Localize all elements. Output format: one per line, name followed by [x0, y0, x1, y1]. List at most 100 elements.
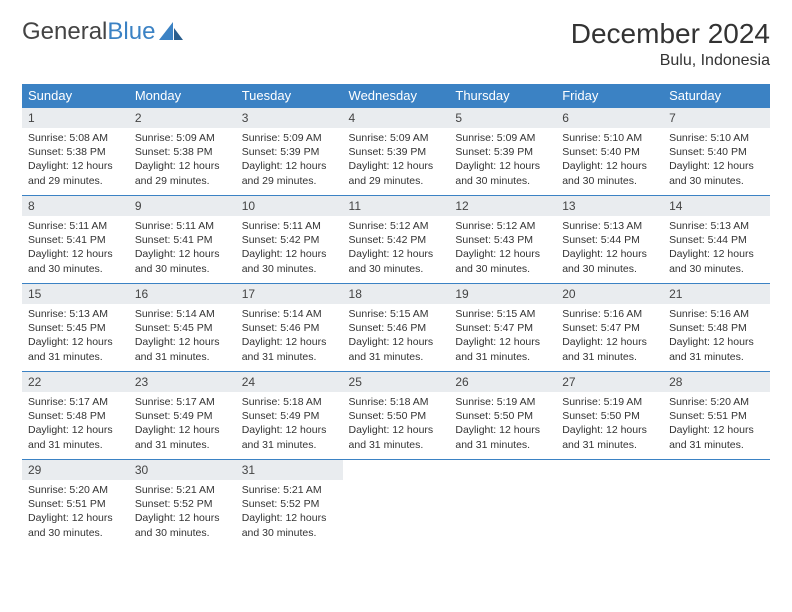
daylight-line: Daylight: 12 hours and 31 minutes. — [242, 424, 327, 450]
day-details: Sunrise: 5:21 AMSunset: 5:52 PMDaylight:… — [236, 480, 343, 546]
calendar-day-cell: 9Sunrise: 5:11 AMSunset: 5:41 PMDaylight… — [129, 196, 236, 284]
brand-logo: GeneralBlue — [22, 18, 185, 46]
calendar-day-cell: 22 Sunrise: 5:17 AM Sunset: 5:48 PM Dayligh… — [22, 372, 129, 460]
day-number: 22 — [22, 372, 129, 392]
daylight-line: Daylight: 12 hours and 29 minutes. — [28, 160, 113, 186]
day-number: 28 — [663, 372, 770, 392]
day-number: 8 — [22, 196, 129, 216]
day-number: 15 — [22, 284, 129, 304]
daylight-line: Daylight: 12 hours and 31 minutes. — [455, 424, 540, 450]
weekday-header: Sunday — [22, 84, 129, 108]
calendar-day-cell: 13Sunrise: 5:13 AMSunset: 5:44 PMDayligh… — [556, 196, 663, 284]
daylight-line: Daylight: 12 hours and 30 minutes. — [135, 512, 220, 538]
sunset-line: Sunset: 5:51 PM — [28, 498, 106, 510]
daylight-line: Daylight: 12 hours and 30 minutes. — [455, 248, 540, 274]
day-details: Sunrise: 5:09 AMSunset: 5:38 PMDaylight:… — [129, 128, 236, 194]
day-details: Sunrise: 5:10 AMSunset: 5:40 PMDaylight:… — [663, 128, 770, 194]
daylight-line: Daylight: 12 hours and 31 minutes. — [135, 336, 220, 362]
day-details: Sunrise: 5:11 AMSunset: 5:41 PMDaylight:… — [129, 216, 236, 282]
sunset-line: Sunset: 5:48 PM — [28, 410, 106, 422]
calendar-day-cell: 18Sunrise: 5:15 AMSunset: 5:46 PMDayligh… — [343, 284, 450, 372]
day-number: 12 — [449, 196, 556, 216]
day-number: 20 — [556, 284, 663, 304]
day-number: 10 — [236, 196, 343, 216]
day-details: Sunrise: 5:11 AMSunset: 5:42 PMDaylight:… — [236, 216, 343, 282]
calendar-day-cell: 12Sunrise: 5:12 AMSunset: 5:43 PMDayligh… — [449, 196, 556, 284]
calendar-day-cell: 23Sunrise: 5:17 AMSunset: 5:49 PMDayligh… — [129, 372, 236, 460]
calendar-day-cell: 11Sunrise: 5:12 AMSunset: 5:42 PMDayligh… — [343, 196, 450, 284]
weekday-header: Tuesday — [236, 84, 343, 108]
sunrise-line: Sunrise: 5:16 AM — [562, 308, 642, 320]
sunset-line: Sunset: 5:49 PM — [242, 410, 320, 422]
calendar-day-cell: .. — [663, 460, 770, 548]
sunset-line: Sunset: 5:50 PM — [455, 410, 533, 422]
day-number: 4 — [343, 108, 450, 128]
daylight-line: Daylight: 12 hours and 30 minutes. — [28, 512, 113, 538]
location: Bulu, Indonesia — [571, 52, 770, 70]
brand-word-1: General — [22, 18, 107, 46]
calendar-day-cell: 7Sunrise: 5:10 AMSunset: 5:40 PMDaylight… — [663, 108, 770, 196]
sunset-line: Sunset: 5:49 PM — [135, 410, 213, 422]
sunrise-line: Sunrise: 5:11 AM — [242, 220, 321, 232]
sunset-line: Sunset: 5:52 PM — [135, 498, 213, 510]
sunset-line: Sunset: 5:47 PM — [562, 322, 640, 334]
day-details: Sunrise: 5:20 AMSunset: 5:51 PMDaylight:… — [663, 392, 770, 458]
day-number: 5 — [449, 108, 556, 128]
sunrise-line: Sunrise: 5:10 AM — [562, 132, 642, 144]
calendar-day-cell: 3Sunrise: 5:09 AMSunset: 5:39 PMDaylight… — [236, 108, 343, 196]
daylight-line: Daylight: 12 hours and 31 minutes. — [669, 336, 754, 362]
daylight-line: Daylight: 12 hours and 31 minutes. — [349, 424, 434, 450]
day-number: 16 — [129, 284, 236, 304]
day-details: Sunrise: 5:13 AMSunset: 5:44 PMDaylight:… — [556, 216, 663, 282]
sunrise-line: Sunrise: 5:09 AM — [135, 132, 215, 144]
sunset-line: Sunset: 5:47 PM — [455, 322, 533, 334]
day-details: Sunrise: 5:13 AMSunset: 5:44 PMDaylight:… — [663, 216, 770, 282]
sunrise-line: Sunrise: 5:18 AM — [242, 396, 322, 408]
sunset-line: Sunset: 5:50 PM — [349, 410, 427, 422]
calendar-day-cell: 2Sunrise: 5:09 AMSunset: 5:38 PMDaylight… — [129, 108, 236, 196]
daylight-line: Daylight: 12 hours and 30 minutes. — [242, 248, 327, 274]
sunrise-line: Sunrise: 5:15 AM — [455, 308, 535, 320]
day-details: Sunrise: 5:15 AM Sunset: 5:47 PM Daylight:… — [449, 304, 556, 370]
daylight-line: Daylight: 12 hours and 29 minutes. — [349, 160, 434, 186]
daylight-line: Daylight: 12 hours and 31 minutes. — [28, 424, 113, 450]
day-number: 13 — [556, 196, 663, 216]
calendar-day-cell: 10Sunrise: 5:11 AMSunset: 5:42 PMDayligh… — [236, 196, 343, 284]
calendar-week-row: 22 Sunrise: 5:17 AM Sunset: 5:48 PM Dayligh… — [22, 372, 770, 460]
sunrise-line: Sunrise: 5:10 AM — [669, 132, 749, 144]
sunrise-line: Sunrise: 5:19 AM — [455, 396, 535, 408]
daylight-line: Daylight: 12 hours and 30 minutes. — [242, 512, 327, 538]
daylight-line: Daylight: 12 hours and 31 minutes. — [28, 336, 113, 362]
day-number: 24 — [236, 372, 343, 392]
daylight-line: Daylight: 12 hours and 31 minutes. — [562, 424, 647, 450]
day-details: Sunrise: 5:14 AMSunset: 5:45 PMDaylight:… — [129, 304, 236, 370]
day-number: 6 — [556, 108, 663, 128]
day-details: Sunrise: 5:09 AMSunset: 5:39 PMDaylight:… — [236, 128, 343, 194]
calendar-day-cell: 19Sunrise: 5:15 AMSunset: 5:47 PMDayligh… — [449, 284, 556, 372]
calendar-day-cell: 1Sunrise: 5:08 AMSunset: 5:38 PMDaylight… — [22, 108, 129, 196]
day-details: Sunrise: 5:09 AMSunset: 5:39 PMDaylight:… — [343, 128, 450, 194]
sunset-line: Sunset: 5:39 PM — [349, 146, 427, 158]
day-details: Sunrise: 5:21 AMSunset: 5:52 PMDaylight:… — [129, 480, 236, 546]
weekday-header: Monday — [129, 84, 236, 108]
sunset-line: Sunset: 5:43 PM — [455, 234, 533, 246]
daylight-line: Daylight: 12 hours and 30 minutes. — [562, 160, 647, 186]
sunrise-line: Sunrise: 5:19 AM — [562, 396, 642, 408]
calendar-day-cell: .. — [449, 460, 556, 548]
calendar-day-cell: 21Sunrise: 5:16 AMSunset: 5:48 PMDayligh… — [663, 284, 770, 372]
sunset-line: Sunset: 5:44 PM — [562, 234, 640, 246]
day-details: Sunrise: 5:19 AMSunset: 5:50 PMDaylight:… — [556, 392, 663, 458]
sunset-line: Sunset: 5:44 PM — [669, 234, 747, 246]
weekday-header: Saturday — [663, 84, 770, 108]
sunrise-line: Sunrise: 5:12 AM — [349, 220, 429, 232]
daylight-line: Daylight: 12 hours and 30 minutes. — [135, 248, 220, 274]
sunset-line: Sunset: 5:42 PM — [349, 234, 427, 246]
brand-sail-icon — [159, 22, 185, 42]
sunrise-line: Sunrise: 5:17 AM — [28, 396, 108, 408]
day-details: Sunrise: 5:17 AMSunset: 5:49 PMDaylight:… — [129, 392, 236, 458]
daylight-line: Daylight: 12 hours and 31 minutes. — [455, 336, 540, 362]
sunset-line: Sunset: 5:48 PM — [669, 322, 747, 334]
calendar-day-cell: 27Sunrise: 5:19 AMSunset: 5:50 PMDayligh… — [556, 372, 663, 460]
day-number: 27 — [556, 372, 663, 392]
calendar-table: SundayMondayTuesdayWednesdayThursdayFrid… — [22, 84, 770, 548]
